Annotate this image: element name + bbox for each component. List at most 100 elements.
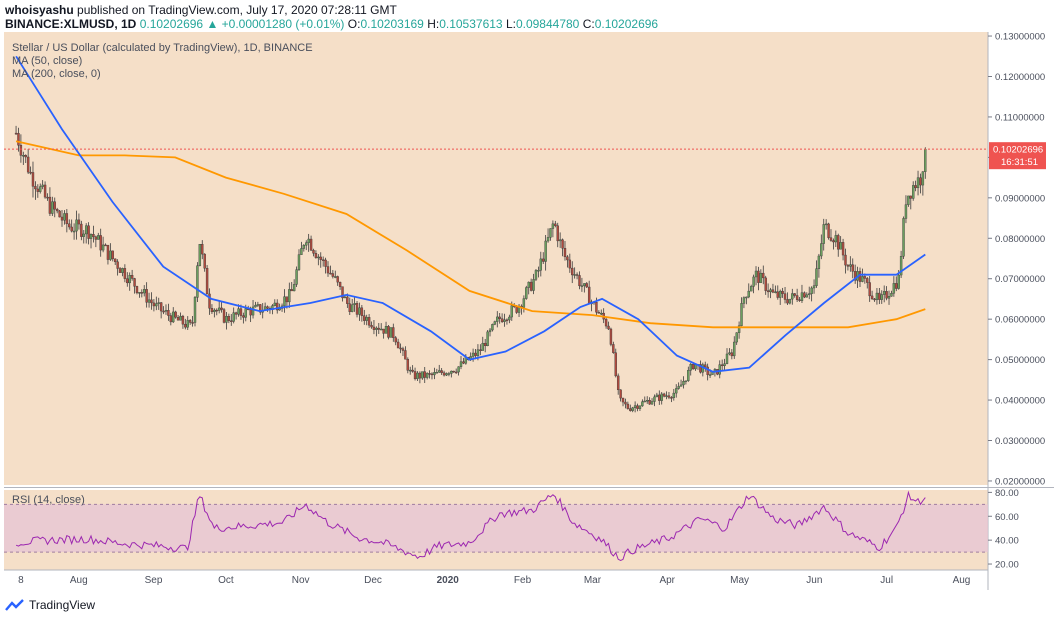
candle-body (266, 306, 269, 309)
candle-body (36, 188, 40, 192)
candle-body (372, 326, 376, 330)
candle-body (754, 270, 758, 278)
candle-body (667, 395, 671, 398)
symbol-ohlc-line: BINANCE:XLMUSD, 1D 0.10202696 ▲ +0.00001… (5, 17, 658, 31)
candle-body (737, 325, 741, 333)
candle-body (595, 302, 598, 313)
candle-body (162, 310, 165, 313)
author-name[interactable]: whoisyashu (5, 3, 74, 17)
candle-body (745, 296, 748, 299)
candle-body (631, 407, 634, 411)
candle-body (276, 302, 279, 311)
candle-body (534, 270, 538, 280)
candle-body (396, 341, 400, 349)
candle-body (764, 277, 767, 291)
candle-body (150, 299, 153, 304)
price-tick-label: 0.09000000 (995, 193, 1045, 204)
candle-body (300, 248, 303, 255)
candle-body (660, 393, 663, 401)
candle-body (63, 213, 66, 221)
candle-body (829, 237, 833, 241)
ma200-legend[interactable]: MA (200, close, 0) (12, 68, 101, 80)
candle-body (75, 219, 78, 232)
candle-body (336, 276, 339, 283)
candle-body (747, 290, 750, 298)
tradingview-brand[interactable]: TradingView (5, 598, 95, 612)
candle-body (783, 293, 787, 300)
time-tick-label: Apr (659, 575, 675, 586)
candle-body (157, 302, 160, 304)
candle-body (329, 272, 332, 275)
candle-body (585, 283, 588, 288)
candle-body (684, 380, 688, 382)
candle-body (343, 296, 347, 299)
candle-body (143, 289, 146, 294)
candle-body (641, 401, 644, 407)
candle-body (297, 254, 301, 270)
candle-body (41, 184, 44, 187)
candle-body (145, 289, 148, 303)
candle-body (97, 235, 100, 240)
candle-body (140, 292, 144, 294)
candle-body (624, 401, 627, 405)
candle-body (409, 369, 412, 372)
rsi-tick-label: 80.00 (995, 488, 1019, 499)
candle-body (232, 312, 235, 322)
candle-body (662, 393, 666, 397)
candle-body (677, 386, 680, 389)
ma50-line (15, 55, 926, 373)
candle-body (815, 268, 818, 286)
time-tick-label: May (730, 575, 749, 586)
candle-body (89, 234, 93, 239)
candle-body (350, 304, 354, 312)
candle-body (239, 308, 243, 316)
candle-body (116, 261, 119, 269)
candle-body (295, 269, 298, 285)
candle-body (820, 243, 823, 257)
candle-body (793, 293, 796, 296)
rsi-legend[interactable]: RSI (14, close) (12, 494, 85, 506)
candle-body (776, 291, 779, 298)
candle-body (416, 372, 419, 380)
candle-body (488, 329, 492, 333)
ma200-line (15, 140, 926, 329)
candle-body (730, 352, 734, 357)
candle-body (94, 236, 98, 240)
candle-body (841, 242, 845, 256)
candle-body (285, 296, 289, 303)
candle-body (779, 290, 782, 298)
candle-body (230, 320, 233, 322)
candle-body (537, 270, 540, 272)
candle-body (781, 290, 784, 294)
candle-body (92, 234, 95, 238)
candle-body (72, 230, 76, 233)
candle-body (646, 400, 649, 402)
candle-body (658, 394, 661, 401)
candle-body (251, 306, 255, 316)
candle-body (118, 268, 122, 273)
candle-body (868, 282, 871, 297)
candle-body (312, 249, 315, 254)
candle-body (924, 148, 927, 172)
candle-body (566, 256, 569, 261)
candle-body (179, 315, 182, 321)
price-tick-label: 0.04000000 (995, 396, 1045, 407)
candle-body (885, 291, 888, 299)
candle-body (399, 347, 402, 350)
candle-body (365, 317, 368, 321)
candle-body (130, 275, 134, 279)
candle-body (174, 311, 177, 318)
candle-body (401, 348, 405, 351)
candle-body (355, 303, 359, 315)
candle-body (694, 364, 697, 370)
candle-body (283, 296, 286, 307)
candle-body (191, 322, 194, 324)
candle-body (704, 364, 707, 368)
candle-body (725, 353, 729, 364)
candle-body (133, 278, 136, 287)
candle-body (670, 397, 673, 399)
ma50-legend[interactable]: MA (50, close) (12, 55, 83, 67)
candle-body (621, 397, 625, 403)
candle-body (800, 292, 804, 301)
